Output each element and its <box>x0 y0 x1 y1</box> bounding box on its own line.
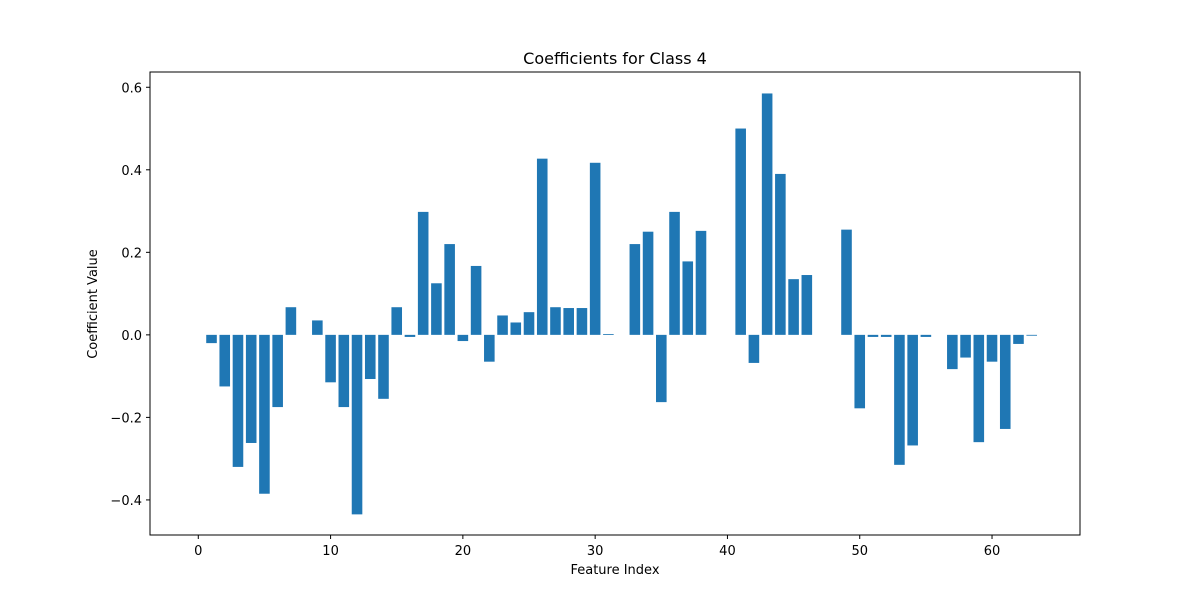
bar-feature-29 <box>576 308 588 335</box>
bar-feature-60 <box>986 334 998 362</box>
bar-feature-54 <box>907 334 918 446</box>
bar-feature-18 <box>431 283 442 335</box>
bar-feature-1 <box>206 334 217 344</box>
y-tick-label: 0.2 <box>121 246 142 261</box>
bar-feature-53 <box>894 334 905 465</box>
x-tick-label: 0 <box>194 544 202 559</box>
bar-feature-26 <box>536 158 548 335</box>
bar-feature-11 <box>338 334 350 408</box>
bar-feature-58 <box>960 334 971 358</box>
bar-feature-43 <box>761 93 773 335</box>
bar-feature-9 <box>312 320 323 335</box>
x-tick-label: 10 <box>322 544 339 559</box>
bar-feature-6 <box>272 334 283 408</box>
bar-feature-61 <box>999 334 1011 429</box>
bar-feature-20 <box>457 334 469 342</box>
bar-feature-19 <box>444 244 455 335</box>
y-tick-label: −0.2 <box>110 411 142 426</box>
bar-feature-24 <box>510 322 522 335</box>
bar-feature-37 <box>682 261 694 335</box>
chart-title: Coefficients for Class 4 <box>523 49 707 68</box>
bar-feature-42 <box>748 334 760 363</box>
bar-feature-41 <box>735 128 746 335</box>
bar-feature-35 <box>656 334 667 403</box>
bar-feature-49 <box>841 229 852 335</box>
bar-feature-44 <box>775 173 786 335</box>
y-tick-label: 0.0 <box>121 329 142 344</box>
bar-feature-13 <box>364 334 376 380</box>
y-axis-ticks: −0.4 −0.2 0.0 0.2 0.4 0.6 <box>110 81 150 509</box>
bar-feature-52 <box>880 334 892 337</box>
x-tick-label: 40 <box>719 544 736 559</box>
bar-feature-16 <box>404 334 416 337</box>
bar-feature-5 <box>259 334 270 494</box>
x-axis-ticks: 0 10 20 30 40 50 60 <box>194 535 1000 559</box>
x-tick-label: 20 <box>455 544 472 559</box>
bar-feature-12 <box>351 334 363 515</box>
bar-feature-7 <box>285 307 297 335</box>
bar-feature-23 <box>497 315 508 335</box>
bar-feature-31 <box>603 334 614 335</box>
x-tick-label: 50 <box>851 544 868 559</box>
bar-feature-57 <box>947 334 958 370</box>
y-tick-label: 0.6 <box>121 81 142 96</box>
bar-feature-21 <box>470 265 482 335</box>
bar-feature-25 <box>523 312 535 335</box>
plot-area-frame <box>149 71 1081 536</box>
y-tick-label: 0.4 <box>121 164 142 179</box>
bar-feature-63 <box>1026 334 1038 336</box>
x-tick-label: 30 <box>587 544 604 559</box>
bar-feature-33 <box>629 244 641 335</box>
x-axis-title: Feature Index <box>570 563 659 578</box>
bars-layer <box>206 93 1038 515</box>
bar-feature-38 <box>695 230 707 335</box>
y-tick-label: −0.4 <box>110 494 142 509</box>
bar-feature-28 <box>563 308 574 335</box>
bar-feature-34 <box>642 231 654 335</box>
bar-feature-22 <box>484 334 495 362</box>
bar-feature-51 <box>867 334 879 337</box>
bar-feature-10 <box>325 334 336 383</box>
y-axis-title: Coefficient Value <box>86 249 101 359</box>
bar-feature-14 <box>378 334 389 399</box>
bar-feature-46 <box>801 275 813 335</box>
bar-feature-4 <box>245 334 257 443</box>
bar-feature-62 <box>1013 334 1024 344</box>
bar-feature-59 <box>973 334 985 443</box>
bar-feature-17 <box>417 211 429 335</box>
bar-feature-3 <box>232 334 244 467</box>
bar-feature-27 <box>550 307 561 335</box>
bar-feature-50 <box>854 334 866 409</box>
x-tick-label: 60 <box>984 544 1001 559</box>
bar-feature-55 <box>920 334 932 337</box>
bar-feature-36 <box>669 211 680 335</box>
bar-feature-15 <box>391 307 403 335</box>
bar-feature-30 <box>589 162 601 335</box>
bar-feature-2 <box>219 334 231 387</box>
bar-feature-45 <box>788 279 799 335</box>
